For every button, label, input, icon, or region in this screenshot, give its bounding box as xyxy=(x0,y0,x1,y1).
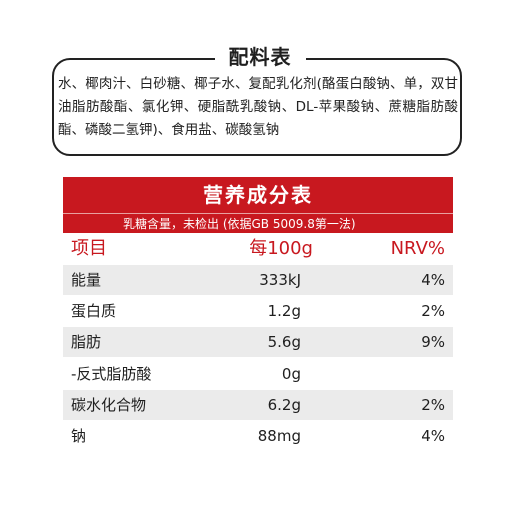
nutrition-subtitle: 乳糖含量，未检出 (依据GB 5009.8第一法) xyxy=(63,213,453,233)
row-value: 5.6g xyxy=(267,333,301,351)
table-row-trans-fat: -反式脂肪酸 0g xyxy=(63,359,453,389)
row-value: 88mg xyxy=(257,427,301,445)
row-nrv: 2% xyxy=(421,302,445,320)
row-nrv: 4% xyxy=(421,427,445,445)
row-nrv: 4% xyxy=(421,271,445,289)
row-name: 钠 xyxy=(71,427,87,445)
nutrition-title: 营养成分表 xyxy=(63,177,453,213)
header-nrv: NRV% xyxy=(390,238,445,259)
row-name: 能量 xyxy=(71,271,102,289)
table-row-protein: 蛋白质 1.2g 2% xyxy=(63,296,453,326)
row-value: 333kJ xyxy=(259,271,301,289)
row-value: 0g xyxy=(281,365,301,383)
row-value: 6.2g xyxy=(267,396,301,414)
header-per100g: 每100g xyxy=(249,238,313,259)
row-nrv: 2% xyxy=(421,396,445,414)
table-row-carbohydrate: 碳水化合物 6.2g 2% xyxy=(63,390,453,420)
row-name: 蛋白质 xyxy=(71,302,117,320)
row-nrv: 9% xyxy=(421,333,445,351)
ingredients-title: 配料表 xyxy=(0,41,520,70)
row-name: -反式脂肪酸 xyxy=(71,365,152,383)
row-value: 1.2g xyxy=(267,302,301,320)
nutrition-header-row: 项目 每100g NRV% xyxy=(63,233,453,265)
table-row-sodium: 钠 88mg 4% xyxy=(63,421,453,451)
row-name: 碳水化合物 xyxy=(71,396,147,414)
table-row-energy: 能量 333kJ 4% xyxy=(63,265,453,295)
table-row-fat: 脂肪 5.6g 9% xyxy=(63,327,453,357)
ingredients-title-text: 配料表 xyxy=(214,45,306,69)
row-name: 脂肪 xyxy=(71,333,102,351)
header-item: 项目 xyxy=(71,238,107,259)
ingredients-text: 水、椰肉汁、白砂糖、椰子水、复配乳化剂(酪蛋白酸钠、单，双甘油脂肪酸酯、氯化钾、… xyxy=(58,76,458,138)
